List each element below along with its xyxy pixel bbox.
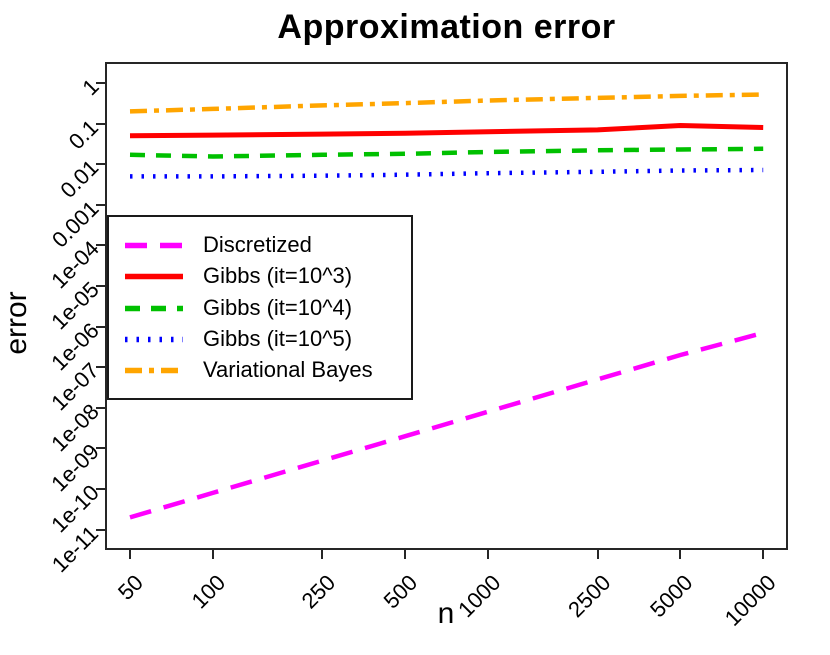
y-tick-mark bbox=[96, 122, 105, 125]
legend-line-sample bbox=[125, 367, 183, 374]
legend-line-sample bbox=[125, 274, 183, 280]
series-line bbox=[129, 92, 764, 114]
legend-label: Gibbs (it=10^4) bbox=[203, 294, 353, 320]
x-tick-label: 5000 bbox=[645, 569, 698, 623]
series-line bbox=[129, 146, 764, 159]
x-tick-mark bbox=[129, 550, 131, 559]
x-tick-mark bbox=[321, 550, 324, 559]
legend-label: Gibbs (it=10^3) bbox=[203, 263, 353, 289]
y-tick-mark bbox=[96, 406, 105, 409]
y-tick-mark bbox=[96, 163, 105, 166]
legend-line-sample bbox=[125, 336, 183, 343]
x-tick-mark bbox=[596, 550, 599, 559]
y-tick-mark bbox=[96, 528, 105, 531]
y-tick-label: 1e-10 bbox=[46, 479, 104, 538]
y-tick-label: 0.1 bbox=[64, 114, 104, 154]
x-tick-mark bbox=[679, 550, 682, 559]
series-line bbox=[129, 122, 764, 139]
y-tick-mark bbox=[96, 244, 105, 247]
x-tick-label: 50 bbox=[112, 569, 148, 605]
x-tick-label: 10000 bbox=[719, 569, 781, 631]
legend-line-sample bbox=[125, 242, 183, 249]
x-tick-mark bbox=[211, 550, 214, 559]
legend-line-sample bbox=[125, 305, 183, 311]
y-tick-label: 1 bbox=[77, 73, 104, 101]
x-axis-label: n bbox=[437, 597, 455, 630]
y-axis-label: error bbox=[0, 291, 33, 355]
x-tick-label: 100 bbox=[186, 569, 231, 614]
y-tick-mark bbox=[96, 325, 105, 328]
legend: Discretized Gibbs (it=10^3) Gibbs (it=10^4… bbox=[107, 215, 413, 400]
x-tick-mark bbox=[404, 550, 407, 559]
series-line bbox=[130, 167, 764, 179]
x-tick-label: 2500 bbox=[562, 569, 616, 623]
y-tick-mark bbox=[96, 203, 105, 206]
chart-title: Approximation error bbox=[277, 8, 616, 46]
y-tick-mark bbox=[96, 82, 105, 84]
y-tick-mark bbox=[96, 447, 105, 450]
legend-label: Variational Bayes bbox=[203, 357, 373, 383]
plot-lines bbox=[129, 92, 764, 520]
legend-label: Discretized bbox=[203, 232, 312, 257]
x-tick-label: 250 bbox=[296, 569, 340, 614]
series-line bbox=[129, 330, 764, 520]
legend-label: Gibbs (it=10^5) bbox=[203, 325, 353, 351]
x-tick-mark bbox=[762, 550, 765, 559]
y-tick-mark bbox=[96, 366, 105, 369]
x-tick-mark bbox=[487, 550, 490, 559]
y-tick-mark bbox=[96, 488, 105, 490]
y-tick-mark bbox=[96, 285, 105, 287]
